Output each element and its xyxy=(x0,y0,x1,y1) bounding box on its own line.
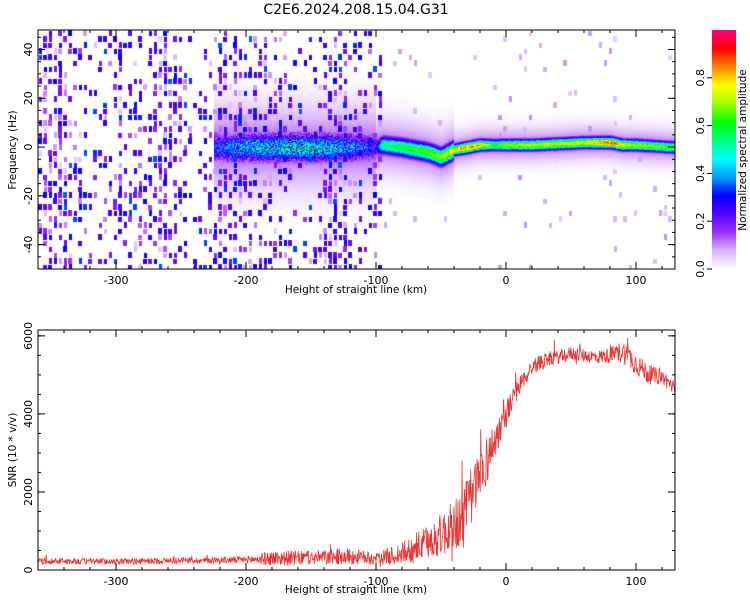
spectrogram-ytick-label: -20 xyxy=(22,187,35,205)
snr-xlabel: Height of straight line (km) xyxy=(285,584,427,596)
spectrogram-xlabel: Height of straight line (km) xyxy=(285,284,427,296)
colorbar-tick-label: 0.2 xyxy=(694,212,707,230)
colorbar-tick-label: 0.8 xyxy=(694,69,707,87)
snr-xtick-label: 100 xyxy=(626,575,647,588)
snr-series-line xyxy=(37,337,676,568)
snr-xtick-label: 0 xyxy=(503,575,510,588)
spectrogram-ytick-label: -40 xyxy=(22,236,35,254)
colorbar-tick-label: 0.4 xyxy=(694,165,707,183)
spectrogram-heatmap xyxy=(38,30,675,269)
snr-ylabel: SNR (10 * v/v) xyxy=(7,413,19,488)
spectrogram-xtick-label: -100 xyxy=(364,274,389,287)
spectrogram-ytick-label: 0 xyxy=(22,144,35,151)
spectrogram-xtick-label: 0 xyxy=(503,274,510,287)
spectrogram-ytick-label: 40 xyxy=(22,43,35,57)
colorbar: 0.0 0.2 0.4 0.6 0.8 Normalized spectral ampl… xyxy=(694,30,749,278)
snr-ytick-label: 2000 xyxy=(22,478,35,506)
spectrogram-ytick-label: 20 xyxy=(22,91,35,105)
snr-frame xyxy=(37,329,676,571)
snr-xtick-label: -300 xyxy=(104,575,129,588)
spectrogram-frame xyxy=(37,29,676,270)
snr-xtick-label: -100 xyxy=(364,575,389,588)
spectrogram-xtick-label: 100 xyxy=(626,274,647,287)
snr-ytick-label: 4000 xyxy=(22,400,35,428)
colorbar-tick-label: 0.0 xyxy=(694,260,707,278)
snr-ytick-label: 0 xyxy=(22,567,35,574)
spectrogram-xtick-label: -200 xyxy=(234,274,259,287)
colorbar-tick-label: 0.6 xyxy=(694,117,707,135)
colorbar-ticks: 0.0 0.2 0.4 0.6 0.8 xyxy=(694,69,712,278)
colorbar-label: Normalized spectral amplitude xyxy=(737,69,749,230)
snr-line xyxy=(37,337,676,568)
snr-ytick-label: 6000 xyxy=(22,322,35,350)
spectrogram-ylabel: Frequency (Hz) xyxy=(7,110,19,189)
colorbar-scale xyxy=(712,30,736,269)
chart-title: C2E6.2024.208.15.04.G31 xyxy=(263,2,448,18)
snr-xtick-label: -200 xyxy=(234,575,259,588)
spectrogram-xtick-label: -300 xyxy=(104,274,129,287)
